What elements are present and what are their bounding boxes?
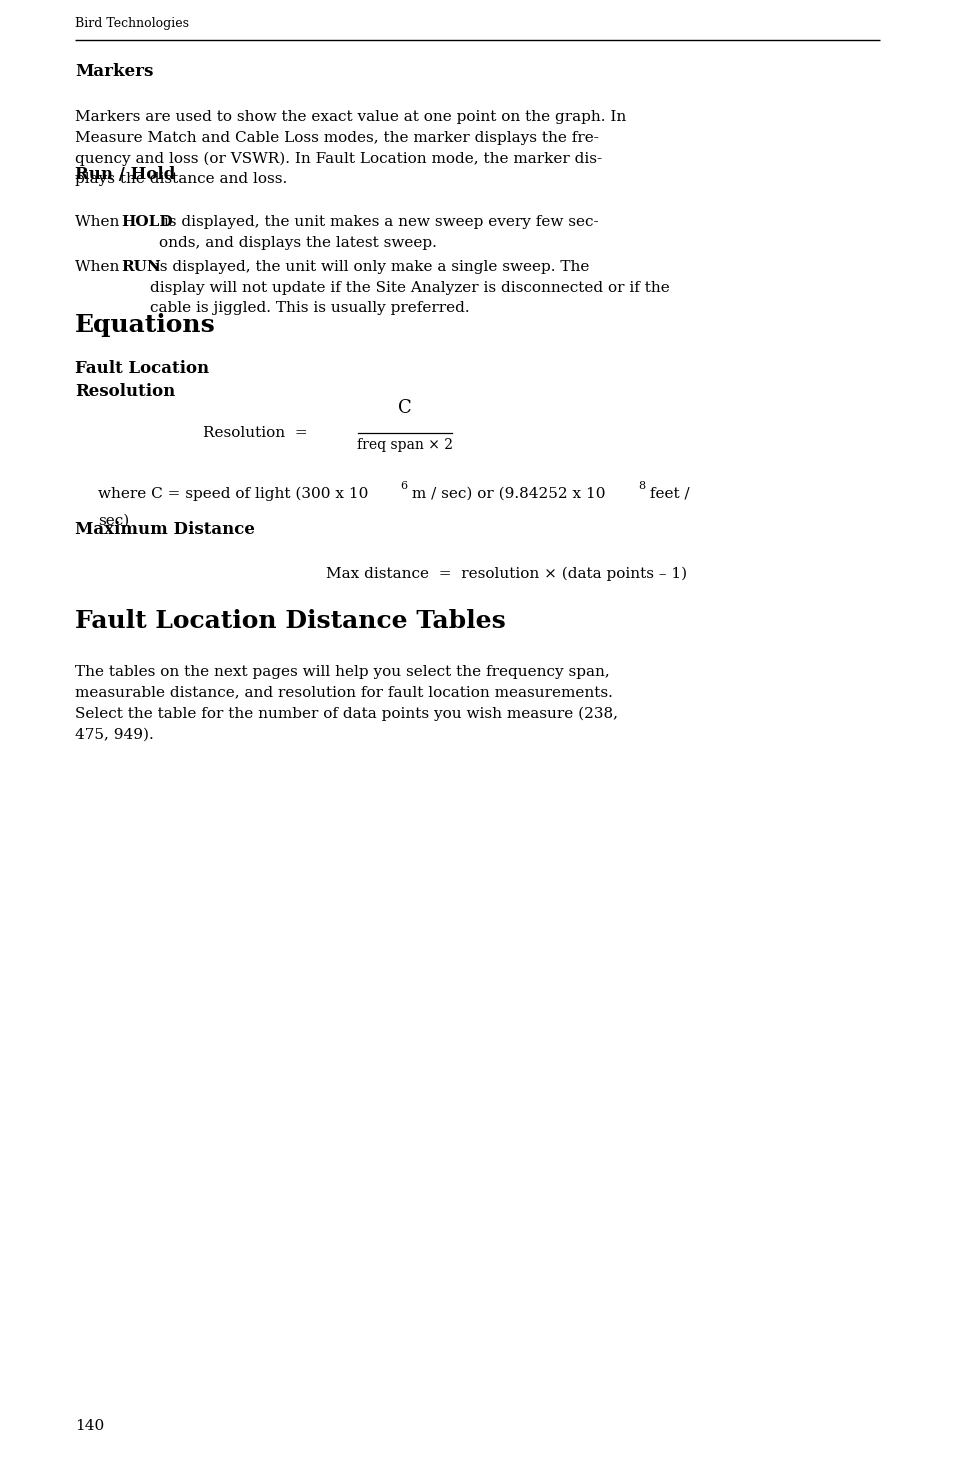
Text: 8: 8	[638, 481, 645, 491]
Text: Run / Hold: Run / Hold	[75, 167, 175, 183]
Text: Max distance  =  resolution × (data points – 1): Max distance = resolution × (data points…	[326, 566, 687, 581]
Text: Maximum Distance: Maximum Distance	[75, 521, 254, 538]
Text: 140: 140	[75, 1419, 104, 1434]
Text: sec): sec)	[98, 513, 129, 528]
Text: Fault Location Distance Tables: Fault Location Distance Tables	[75, 609, 505, 633]
Text: 6: 6	[400, 481, 407, 491]
Text: HOLD: HOLD	[121, 215, 172, 229]
Text: feet /: feet /	[644, 487, 689, 502]
Text: The tables on the next pages will help you select the frequency span,
measurable: The tables on the next pages will help y…	[75, 665, 618, 742]
Text: is displayed, the unit makes a new sweep every few sec-
onds, and displays the l: is displayed, the unit makes a new sweep…	[159, 215, 598, 249]
Text: where C = speed of light (300 x 10: where C = speed of light (300 x 10	[98, 487, 368, 502]
Text: Markers: Markers	[75, 63, 153, 80]
Text: Equations: Equations	[75, 313, 215, 336]
Text: Fault Location: Fault Location	[75, 360, 209, 378]
Text: When: When	[75, 260, 124, 274]
Text: Bird Technologies: Bird Technologies	[75, 18, 189, 30]
Text: m / sec) or (9.84252 x 10: m / sec) or (9.84252 x 10	[407, 487, 605, 502]
Text: is displayed, the unit will only make a single sweep. The
display will not updat: is displayed, the unit will only make a …	[150, 260, 669, 316]
Text: When: When	[75, 215, 124, 229]
Text: Markers are used to show the exact value at one point on the graph. In
Measure M: Markers are used to show the exact value…	[75, 111, 625, 186]
Text: RUN: RUN	[121, 260, 160, 274]
Text: freq span × 2: freq span × 2	[356, 438, 453, 451]
Text: C: C	[397, 400, 412, 417]
Text: Resolution: Resolution	[75, 384, 175, 400]
Text: Resolution  =: Resolution =	[203, 426, 308, 440]
